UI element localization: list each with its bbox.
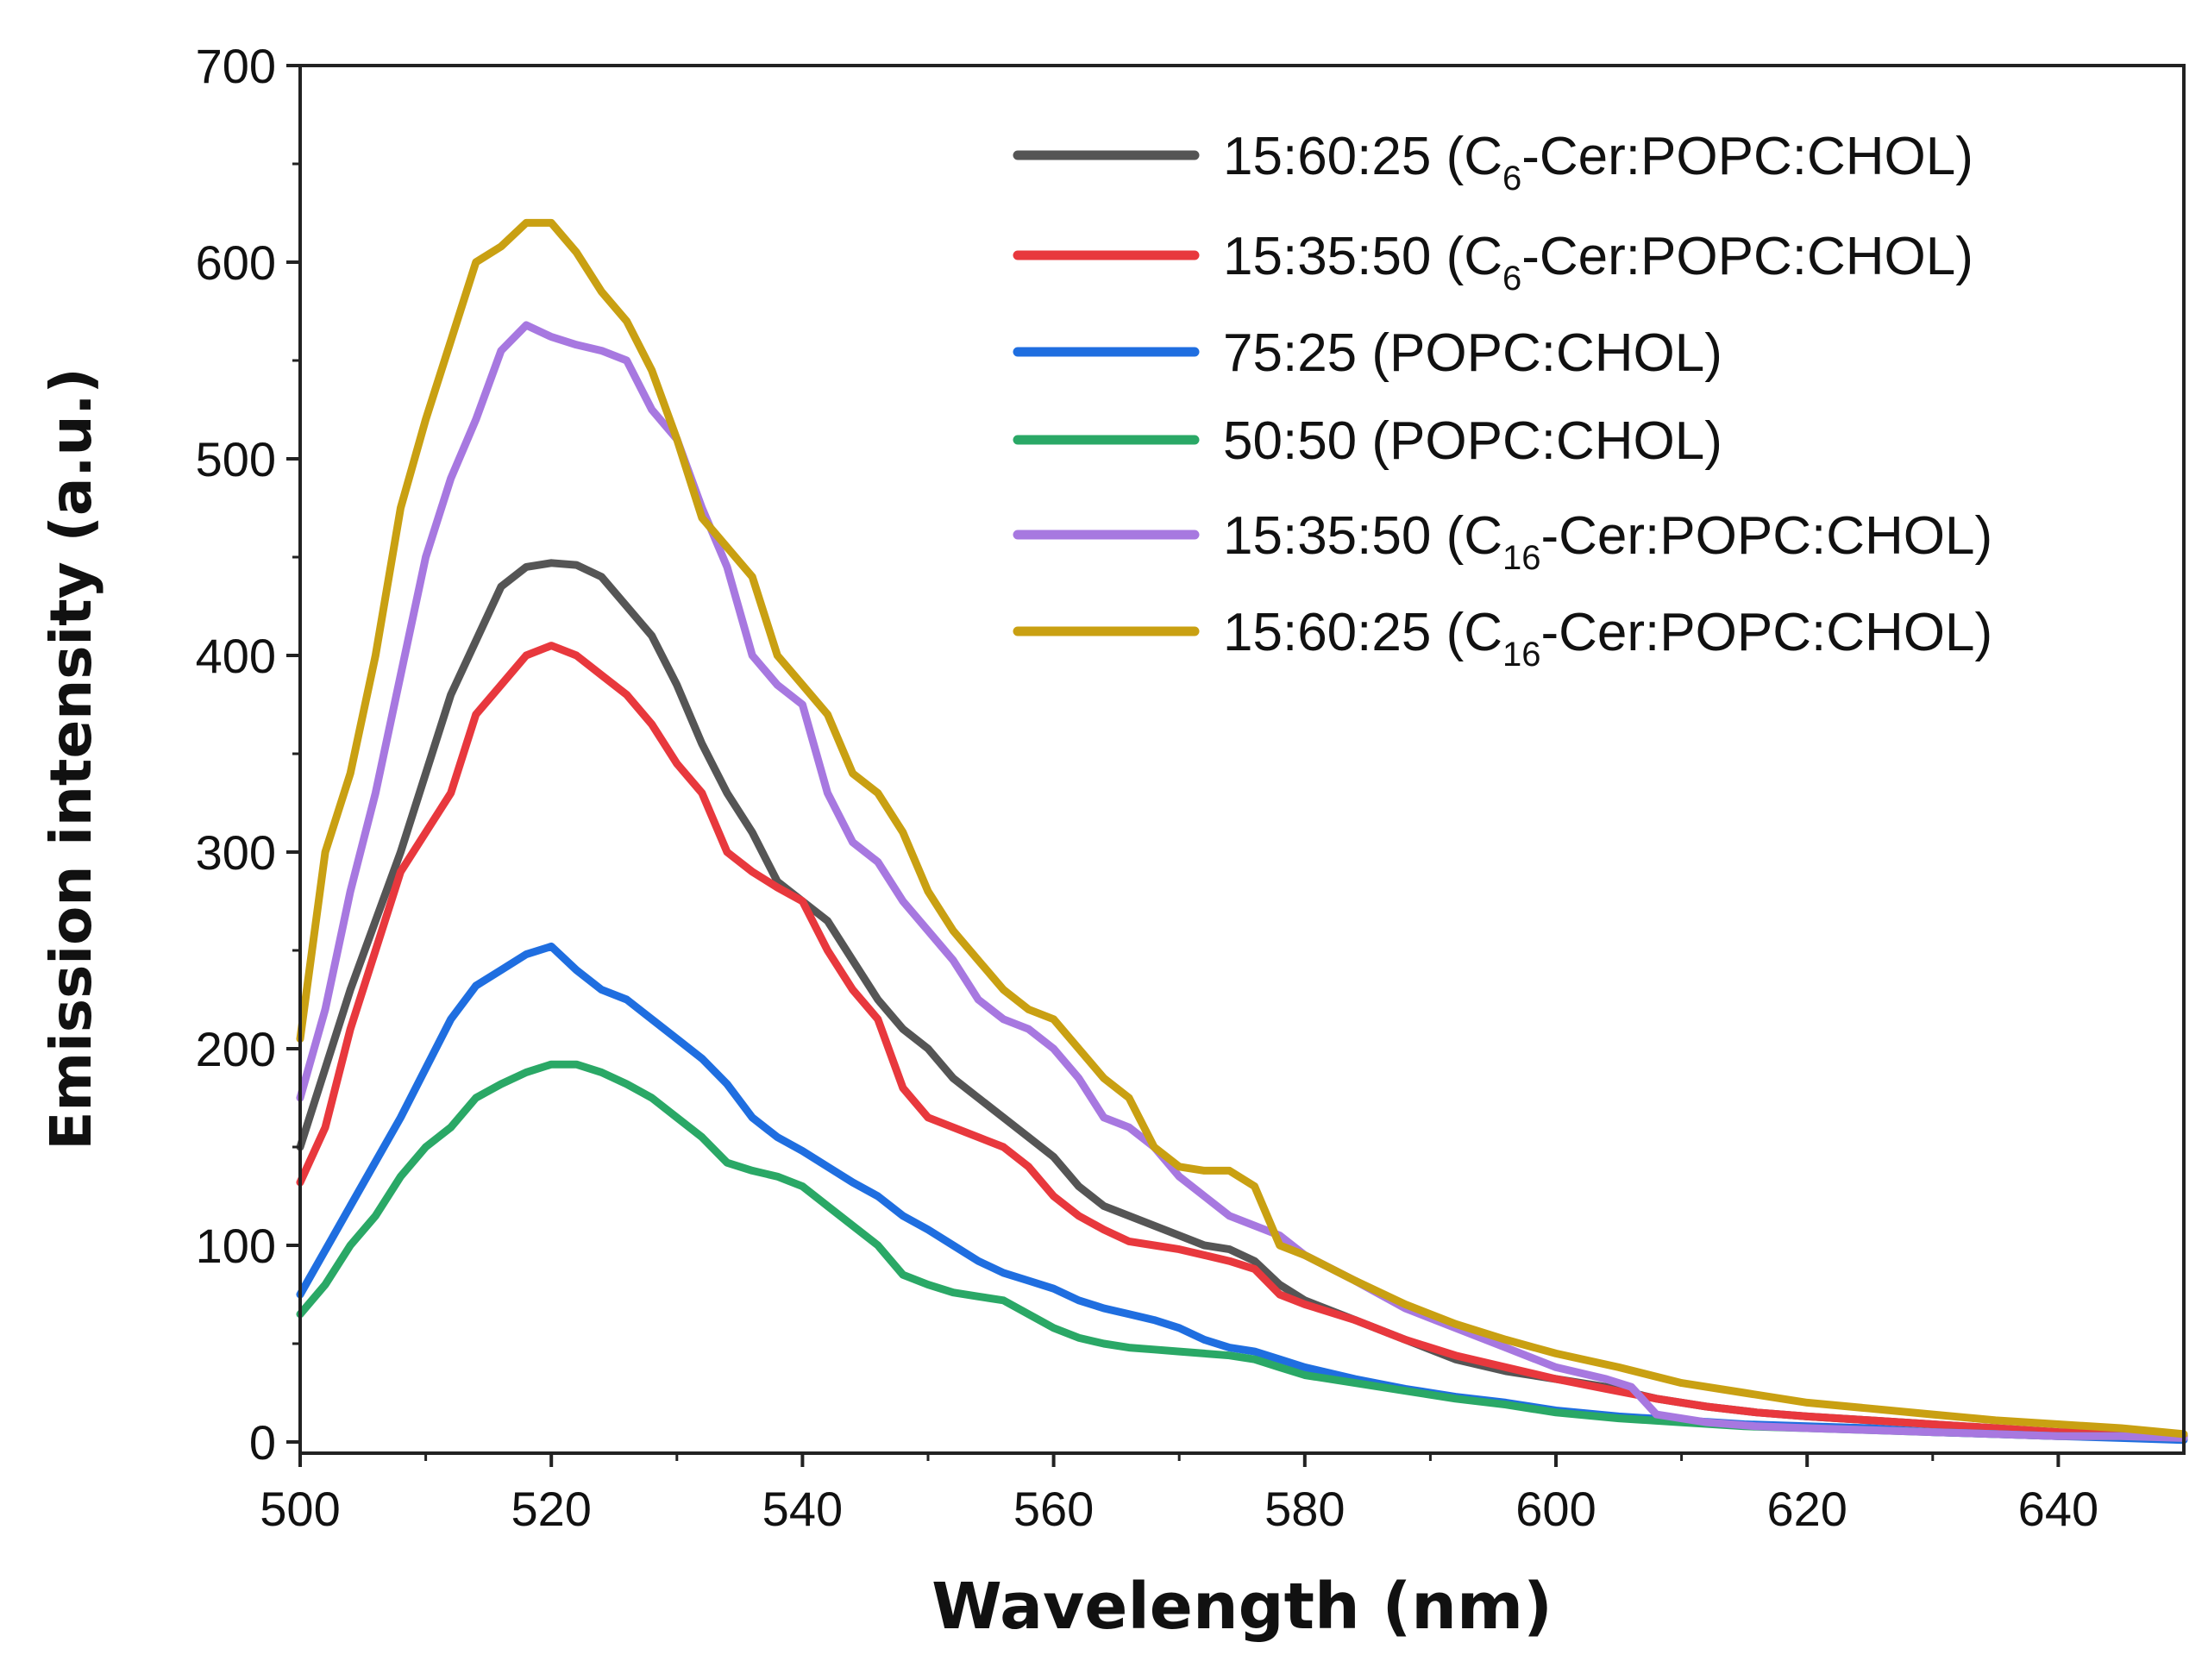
- x-tick-label: 500: [260, 1482, 340, 1536]
- y-axis-title: Emission intensity (a.u.): [38, 367, 104, 1150]
- y-tick-label: 100: [196, 1219, 276, 1273]
- legend-label-5: 15:35:50 (C16-Cer:POPC:CHOL): [1223, 506, 1992, 577]
- y-axis-ticks: 0 100 200 300 400 500 600 700: [196, 39, 300, 1470]
- series-line-6: [296, 218, 2188, 1439]
- legend-label-6: 15:60:25 (C16-Cer:POPC:CHOL): [1223, 603, 1992, 674]
- y-tick-label: 300: [196, 825, 276, 880]
- y-tick-label: 400: [196, 629, 276, 683]
- series-line-4: [296, 1060, 2188, 1442]
- plot-frame: [298, 64, 2186, 1455]
- x-axis-title: Wavelength (nm): [932, 1570, 1552, 1644]
- series-line-5: [296, 321, 2188, 1442]
- x-tick-label: 600: [1515, 1482, 1596, 1536]
- x-tick-label: 520: [511, 1482, 591, 1536]
- series-line-2: [296, 642, 2188, 1440]
- y-tick-label: 0: [249, 1415, 276, 1470]
- y-tick-label: 200: [196, 1022, 276, 1076]
- series-line-3: [296, 942, 2188, 1445]
- x-axis-ticks: 500 520 540 560 580 600 620 640: [260, 1453, 2098, 1536]
- series-line-1: [296, 559, 2188, 1440]
- legend-label-4: 50:50 (POPC:CHOL): [1223, 411, 1722, 471]
- x-tick-label: 540: [762, 1482, 843, 1536]
- y-tick-label: 600: [196, 235, 276, 290]
- legend-label-2: 15:35:50 (C6-Cer:POPC:CHOL): [1223, 227, 1973, 298]
- x-tick-label: 620: [1766, 1482, 1847, 1536]
- series-layer: [296, 218, 2188, 1445]
- y-tick-label: 500: [196, 432, 276, 486]
- legend-label-1: 15:60:25 (C6-Cer:POPC:CHOL): [1223, 127, 1973, 197]
- x-tick-label: 640: [2018, 1482, 2098, 1536]
- x-tick-label: 560: [1013, 1482, 1094, 1536]
- legend-label-3: 75:25 (POPC:CHOL): [1223, 323, 1722, 383]
- y-tick-label: 700: [196, 39, 276, 93]
- x-tick-label: 580: [1264, 1482, 1345, 1536]
- legend: 15:60:25 (C6-Cer:POPC:CHOL) 15:35:50 (C6-…: [1013, 127, 1992, 674]
